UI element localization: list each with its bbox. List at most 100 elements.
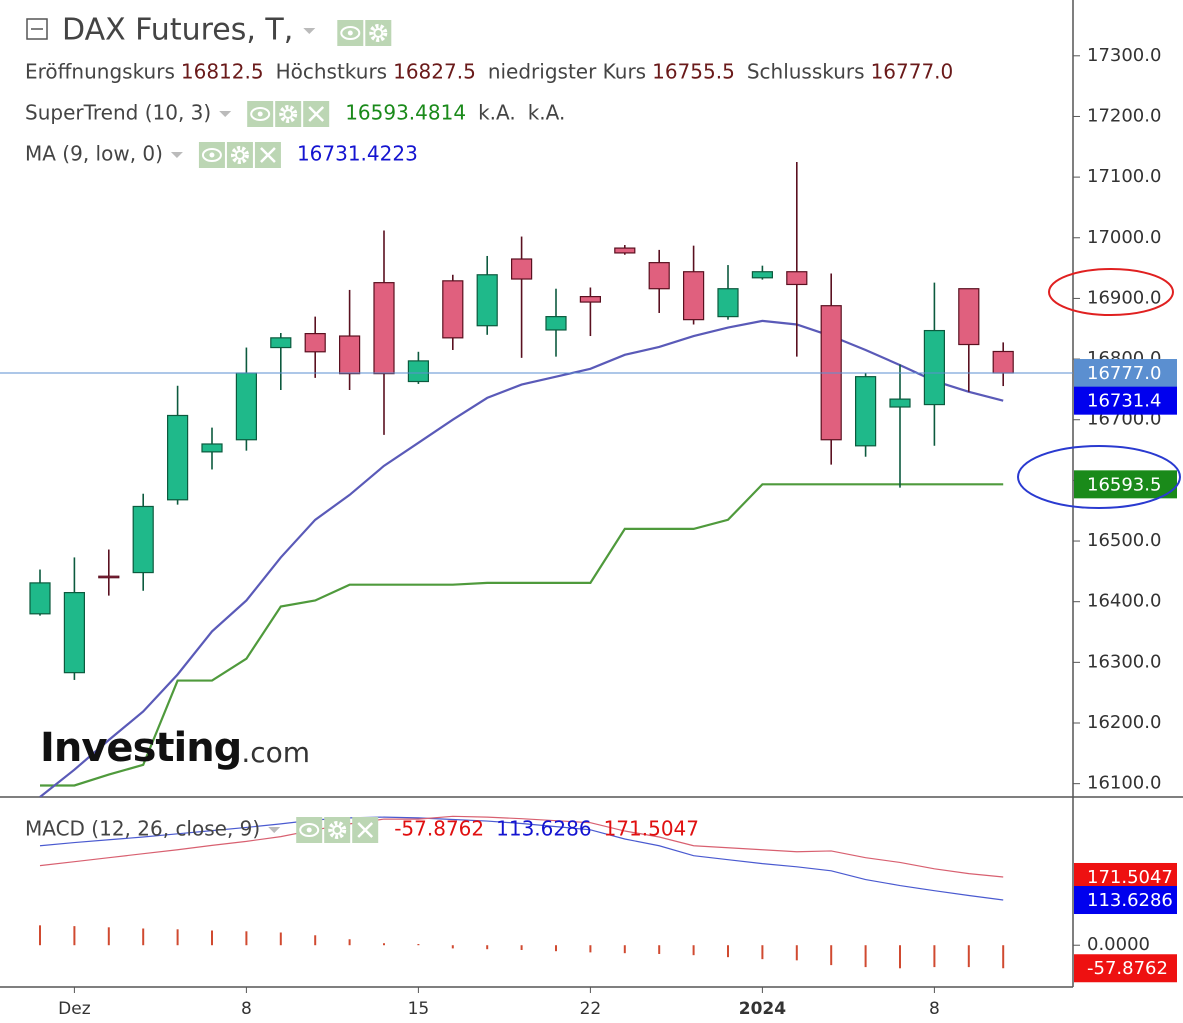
candle-body bbox=[889, 398, 911, 408]
price-pane bbox=[0, 161, 1073, 797]
legend-text: MACD (12, 26, close, 9) bbox=[25, 817, 260, 841]
x-tick-label: 8 bbox=[241, 999, 252, 1019]
legend: DAX Futures, T, Eröffnungskurs 16812.5 Höch… bbox=[25, 13, 953, 843]
y-tick-label: 16400.0 bbox=[1087, 591, 1161, 612]
legend-text: 16827.5 bbox=[393, 60, 476, 84]
x-tick-label: 2024 bbox=[739, 999, 786, 1019]
icon-glyph bbox=[369, 24, 388, 42]
icon-button bbox=[275, 101, 302, 127]
legend-text: niedrigster Kurs bbox=[488, 60, 646, 84]
candle-body bbox=[29, 582, 51, 615]
candle-body bbox=[717, 288, 739, 318]
dropdown-arrow bbox=[219, 111, 232, 117]
y-tick-label: 16500.0 bbox=[1087, 530, 1161, 551]
indicator-line bbox=[40, 483, 1004, 787]
legend-text: 113.6286 bbox=[496, 817, 591, 841]
indicator-line bbox=[39, 319, 1004, 797]
y-tick-label: 17300.0 bbox=[1087, 45, 1161, 66]
candle-body bbox=[476, 274, 498, 327]
legend-text: 16812.5 bbox=[181, 60, 264, 84]
icon-glyph bbox=[347, 30, 353, 36]
price-marker bbox=[1074, 886, 1177, 915]
icon-glyph bbox=[299, 823, 320, 837]
icon-glyph bbox=[201, 148, 222, 162]
macd-pane bbox=[39, 815, 1005, 969]
y-tick-label: 17000.0 bbox=[1087, 227, 1161, 248]
candle-body bbox=[854, 376, 877, 447]
icon-glyph bbox=[234, 150, 245, 160]
candle-body bbox=[339, 335, 361, 375]
legend-text: 16593.4814 bbox=[345, 101, 466, 125]
candle-body bbox=[304, 332, 326, 353]
dropdown-arrow bbox=[303, 28, 316, 34]
legend-text: 16731.4223 bbox=[297, 142, 418, 166]
candle-body bbox=[923, 329, 946, 406]
y-tick-label: 16200.0 bbox=[1087, 712, 1161, 733]
candle-body bbox=[270, 337, 292, 349]
candle-body bbox=[98, 575, 120, 579]
icon-glyph bbox=[257, 111, 263, 117]
legend-text: 16755.5 bbox=[652, 60, 735, 84]
icon-glyph bbox=[209, 152, 215, 158]
legend-text: k.A. bbox=[528, 101, 566, 125]
icon-glyph bbox=[332, 825, 343, 835]
icon-glyph bbox=[373, 28, 384, 38]
icon-glyph bbox=[340, 26, 361, 40]
macd-line bbox=[39, 815, 1004, 878]
icon-glyph bbox=[328, 821, 347, 839]
candle-body bbox=[786, 271, 808, 286]
collapse-button bbox=[26, 18, 48, 40]
price-marker-label: 16777.0 bbox=[1087, 363, 1161, 384]
icon-glyph bbox=[230, 146, 249, 164]
x-tick-label: 22 bbox=[580, 999, 602, 1019]
candle-body bbox=[545, 316, 567, 331]
y-tick-label: 16100.0 bbox=[1087, 773, 1161, 794]
icon-glyph bbox=[306, 827, 312, 833]
candle-body bbox=[751, 271, 774, 279]
candle-body bbox=[958, 288, 980, 346]
candle-body bbox=[167, 414, 189, 501]
price-marker-label: -57.8762 bbox=[1087, 958, 1168, 979]
icon-glyph bbox=[357, 822, 374, 838]
candle-body bbox=[235, 372, 257, 441]
candle-body bbox=[992, 350, 1014, 374]
y-tick-label: 17100.0 bbox=[1087, 166, 1161, 187]
x-tick-label: 8 bbox=[929, 999, 940, 1019]
price-marker bbox=[1074, 386, 1177, 415]
icon-glyph bbox=[308, 106, 325, 122]
candle-body bbox=[579, 296, 602, 303]
legend-text: k.A. bbox=[478, 101, 516, 125]
icon-glyph bbox=[250, 107, 271, 121]
highlight-ellipse bbox=[1017, 445, 1181, 509]
axes: 16100.016200.016300.016400.016500.016600… bbox=[58, 45, 1177, 1019]
candle-body bbox=[614, 247, 636, 254]
y-tick-label: 17200.0 bbox=[1087, 105, 1161, 126]
dropdown-arrow bbox=[170, 152, 183, 158]
price-marker-label: 16731.4 bbox=[1087, 391, 1161, 412]
candle-body bbox=[442, 280, 464, 339]
candle-body bbox=[132, 505, 154, 574]
icon-glyph bbox=[283, 109, 294, 119]
y-tick-label: 16900.0 bbox=[1087, 287, 1161, 308]
icon-button bbox=[324, 817, 351, 843]
candle-body bbox=[407, 360, 429, 383]
icon-button bbox=[226, 142, 253, 168]
watermark: .com bbox=[241, 736, 310, 769]
icon-glyph bbox=[279, 105, 298, 123]
candle-body bbox=[648, 262, 670, 290]
price-marker bbox=[1074, 359, 1177, 388]
x-tick-label: Dez bbox=[58, 999, 91, 1019]
price-marker bbox=[1074, 470, 1177, 499]
price-marker-label: 171.5047 bbox=[1087, 867, 1173, 888]
candle-body bbox=[63, 591, 86, 674]
watermark: Investing bbox=[40, 725, 241, 771]
legend-text: MA (9, low, 0) bbox=[25, 142, 163, 166]
highlight-ellipse bbox=[1048, 268, 1174, 316]
legend-text: -57.8762 bbox=[394, 817, 484, 841]
candle-body bbox=[511, 258, 533, 280]
price-marker-label: 16593.5 bbox=[1087, 474, 1161, 495]
legend-text: Eröffnungskurs bbox=[25, 60, 175, 84]
candle-body bbox=[682, 271, 705, 321]
legend-text: Höchstkurs bbox=[276, 60, 388, 84]
